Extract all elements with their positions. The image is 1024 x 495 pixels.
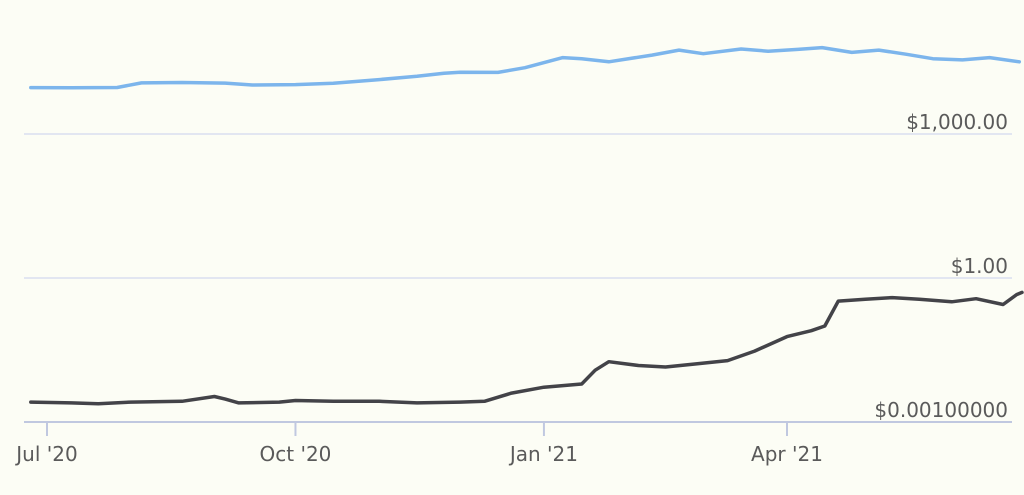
series-line-1 [29,45,1022,90]
y-tick-label: $1,000.00 [906,110,1008,134]
x-tick-label: Jul '20 [14,442,77,466]
y-tick-label: $0.00100000 [874,398,1008,422]
x-tick-label: Oct '20 [260,442,332,466]
x-axis: Jul '20 Oct '20 Jan '21 Apr '21 [14,421,1012,466]
y-tick-label: $1.00 [951,254,1008,278]
series-line-2 [29,290,1024,406]
y-axis-labels: $1,000.00 $1.00 $0.00100000 [874,110,1008,422]
x-tick-label: Apr '21 [751,442,823,466]
grid-lines [24,133,1012,279]
series-lines [29,45,1024,406]
x-tick-label: Jan '21 [508,442,578,466]
